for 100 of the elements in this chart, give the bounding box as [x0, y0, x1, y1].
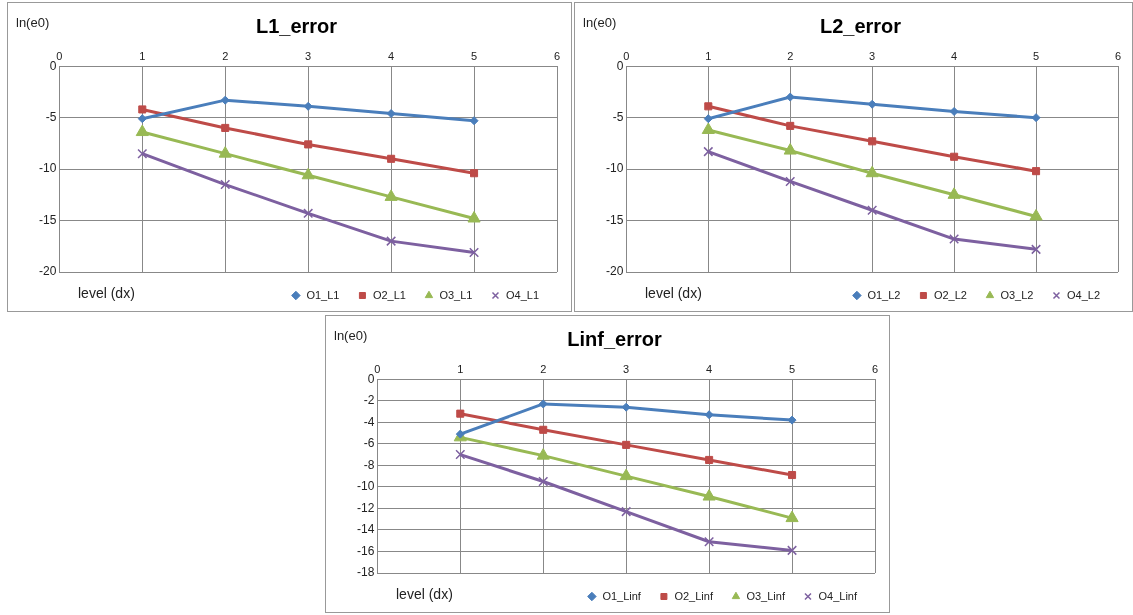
point — [702, 489, 716, 501]
x-tick-label: 1 — [705, 49, 712, 62]
point — [384, 189, 398, 201]
point — [621, 506, 632, 517]
x-axis-title: level (dx) — [396, 586, 453, 602]
point — [705, 455, 714, 464]
point — [704, 102, 713, 111]
y-tick-label: -10 — [39, 161, 57, 176]
point — [704, 536, 715, 547]
point — [865, 165, 879, 178]
x-tick-label: 1 — [139, 49, 146, 62]
x-tick-label: 5 — [1032, 49, 1040, 62]
point — [787, 415, 797, 425]
y-tick-label: -18 — [357, 565, 375, 580]
point — [539, 425, 548, 434]
y-tick-label: -20 — [606, 264, 624, 279]
x-tick-label: 3 — [305, 49, 312, 62]
x-tick-label: 1 — [457, 362, 464, 375]
legend-label: O3_L1 — [439, 288, 473, 301]
x-tick-label: 6 — [553, 49, 561, 62]
y-tick-label: -15 — [606, 212, 624, 227]
point — [301, 167, 315, 180]
point — [218, 146, 232, 158]
legend-label: O2_Linf — [674, 589, 714, 602]
point — [536, 448, 550, 460]
point — [868, 137, 877, 146]
point — [949, 234, 960, 245]
legend-label: O4_L1 — [505, 288, 539, 301]
x-tick-label: 4 — [706, 362, 713, 375]
x-tick-label: 6 — [871, 362, 879, 375]
point — [138, 105, 147, 114]
point — [867, 205, 878, 216]
point — [950, 152, 959, 161]
point — [455, 449, 466, 460]
legend-label: O3_Linf — [746, 589, 786, 602]
point — [220, 179, 231, 190]
point — [783, 143, 797, 155]
legend-label: O1_Linf — [602, 589, 642, 602]
y-tick-label: -15 — [39, 212, 57, 227]
point — [785, 510, 799, 523]
point — [949, 106, 959, 116]
y-tick-label: -20 — [39, 264, 57, 279]
point — [387, 154, 396, 163]
x-tick-label: 4 — [951, 49, 958, 62]
x-tick-label: 5 — [470, 49, 478, 62]
y-axis-title: ln(e0) — [583, 15, 617, 30]
x-tick-label: 2 — [540, 362, 547, 375]
x-tick-label: 6 — [1114, 49, 1122, 62]
point — [1032, 167, 1041, 176]
point — [467, 210, 481, 223]
point — [622, 440, 631, 449]
y-tick-label: -10 — [357, 479, 375, 494]
y-tick-label: -16 — [357, 543, 375, 558]
y-tick-label: -6 — [363, 436, 375, 451]
point — [1029, 208, 1043, 221]
legend-label: O1_L1 — [306, 288, 340, 301]
x-tick-label: 2 — [787, 49, 794, 62]
y-axis-title: ln(e0) — [16, 15, 50, 30]
point — [1031, 244, 1042, 255]
y-tick-label: -5 — [612, 109, 624, 124]
point — [538, 476, 549, 487]
legend-label: O1_L2 — [867, 288, 901, 301]
chart-title: L1_error — [255, 14, 338, 37]
point — [386, 109, 396, 119]
point — [469, 116, 479, 126]
chart-title: L2_error — [819, 14, 902, 37]
legend-label: O4_L2 — [1066, 288, 1100, 301]
point — [619, 468, 633, 481]
y-tick-label: -12 — [357, 500, 375, 515]
x-tick-label: 2 — [222, 49, 229, 62]
point — [701, 122, 715, 134]
y-tick-label: -2 — [363, 393, 375, 408]
point — [456, 409, 465, 418]
point — [304, 140, 313, 149]
point — [947, 187, 961, 199]
legend-label: O2_L1 — [372, 288, 406, 301]
point — [704, 410, 714, 420]
point — [786, 121, 795, 130]
point — [137, 114, 147, 124]
point — [788, 470, 797, 480]
point — [787, 545, 798, 556]
point — [470, 169, 479, 178]
point — [135, 124, 149, 137]
y-tick-label: -10 — [606, 161, 624, 176]
x-axis-title: level (dx) — [645, 285, 702, 301]
x-tick-label: 3 — [869, 49, 876, 62]
point — [785, 176, 796, 187]
y-tick-label: -5 — [45, 109, 57, 124]
legend-label: O2_L2 — [933, 288, 967, 301]
point — [785, 92, 795, 102]
point — [386, 236, 397, 247]
point — [703, 146, 714, 157]
x-tick-label: 4 — [388, 49, 395, 62]
x-tick-label: 5 — [788, 362, 796, 375]
y-tick-label: -4 — [363, 414, 375, 429]
y-tick-label: -8 — [363, 457, 375, 472]
chart-title: Linf_error — [567, 327, 662, 350]
point — [303, 208, 314, 219]
x-axis-title: level (dx) — [78, 285, 135, 301]
legend-label: O3_L2 — [1000, 288, 1034, 301]
